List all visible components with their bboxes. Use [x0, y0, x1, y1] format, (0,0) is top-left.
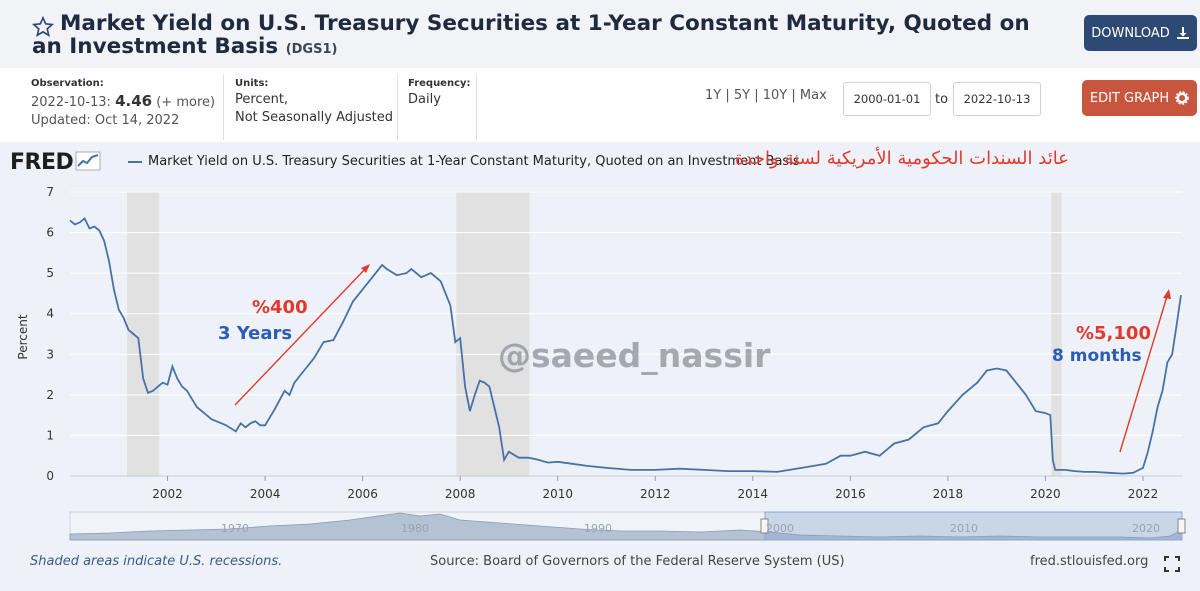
observation-block: Observation: 2022-10-13: 4.46 (+ more) U… [31, 78, 221, 142]
recession-band [127, 192, 160, 476]
edit-graph-label: EDIT GRAPH [1089, 90, 1170, 106]
x-tick-label: 2006 [347, 487, 378, 501]
navigator-tick-label: 2000 [766, 522, 794, 535]
x-tick-label: 2012 [640, 487, 671, 501]
annotation-arrowhead-right [1163, 289, 1171, 299]
navigator[interactable]: 1970 1980 1990 2000 2010 2020 [69, 511, 1186, 541]
navigator-sparkline [69, 512, 1183, 541]
frequency-label: Frequency: [408, 78, 471, 89]
navigator-tick-label: 2020 [1132, 522, 1160, 535]
x-tick-label: 2002 [152, 487, 183, 501]
arabic-title: عائد السندات الحكومية الأمريكية لسنة واح… [735, 148, 1069, 169]
site-link[interactable]: fred.stlouisfed.org [1030, 554, 1149, 569]
x-tick-label: 2004 [250, 487, 281, 501]
chart-legend: Market Yield on U.S. Treasury Securities… [128, 154, 800, 169]
divider [397, 74, 398, 140]
legend-swatch [128, 160, 142, 163]
series-id: (DGS1) [285, 42, 338, 57]
observation-more-link[interactable]: (+ more) [156, 95, 216, 110]
frequency-value: Daily [408, 92, 441, 107]
y-tick-label: 7 [46, 185, 54, 199]
navigator-tick-label: 1990 [584, 522, 612, 535]
navigator-handle-right[interactable] [1177, 518, 1186, 534]
y-axis: 0 1 2 3 4 5 6 7 [46, 185, 54, 483]
x-tick-label: 2016 [835, 487, 866, 501]
series-meta: Observation: 2022-10-13: 4.46 (+ more) U… [0, 68, 1200, 142]
source-note: Source: Board of Governors of the Federa… [430, 554, 845, 569]
x-axis: 2002 2004 2006 2008 2010 2012 2014 2016 2018 2020… [70, 475, 1182, 501]
download-label: DOWNLOAD [1091, 25, 1170, 41]
frequency-block: Frequency: Daily [408, 78, 478, 142]
y-tick-label: 2 [46, 388, 54, 402]
start-date-input[interactable]: 2000-01-01 [843, 82, 931, 116]
observation-date: 2022-10-13: [31, 95, 111, 110]
recession-band [456, 192, 530, 476]
download-icon [1176, 27, 1189, 39]
range-5y-button[interactable]: 5Y [733, 88, 751, 103]
y-tick-label: 6 [46, 226, 54, 240]
gear-icon [1175, 91, 1189, 105]
y-tick-label: 4 [46, 307, 54, 321]
annotation-left-pct: %400 [252, 297, 308, 318]
y-tick-label: 3 [46, 347, 54, 361]
end-date-input[interactable]: 2022-10-13 [953, 82, 1041, 116]
recession-band [1051, 192, 1062, 476]
divider [476, 74, 477, 140]
x-tick-label: 2018 [933, 487, 964, 501]
units-label: Units: [235, 78, 269, 89]
range-max-button[interactable]: Max [799, 88, 827, 103]
navigator-tick-label: 1970 [221, 522, 249, 535]
chart-area: FRED Market Yield on U.S. Treasury Secur… [0, 142, 1200, 591]
series-title: Market Yield on U.S. Treasury Securities… [32, 11, 1030, 59]
navigator-axis: 1970 1980 1990 2000 2010 2020 [221, 522, 1160, 535]
y-tick-label: 1 [46, 428, 54, 442]
annotation-right-pct: %5,100 [1076, 323, 1151, 344]
units-block: Units: Percent, Not Seasonally Adjusted [235, 78, 395, 142]
chart-svg: 0 1 2 3 4 5 6 7 2002 2004 2006 2008 2010 2012 2014 201… [16, 185, 1186, 541]
fullscreen-icon[interactable] [1164, 556, 1180, 572]
navigator-tick-label: 2010 [950, 522, 978, 535]
range-selector: 1Y | 5Y | 10Y | Max [705, 88, 827, 103]
page-header: Market Yield on U.S. Treasury Securities… [0, 0, 1200, 68]
x-tick-label: 2014 [738, 487, 769, 501]
y-tick-label: 0 [46, 469, 54, 483]
annotation-arrow-left [234, 265, 369, 406]
range-10y-button[interactable]: 10Y [762, 88, 788, 103]
download-button[interactable]: DOWNLOAD [1084, 15, 1197, 51]
updated-date: Updated: Oct 14, 2022 [31, 113, 180, 128]
divider [223, 74, 224, 140]
annotation-right-period: 8 months [1052, 346, 1142, 366]
star-icon[interactable] [32, 16, 54, 38]
navigator-handle-left[interactable] [760, 518, 769, 534]
x-tick-label: 2022 [1128, 487, 1159, 501]
trend-icon [75, 151, 101, 171]
x-tick-label: 2010 [542, 487, 573, 501]
units-line2: Not Seasonally Adjusted [235, 110, 393, 125]
range-1y-button[interactable]: 1Y [705, 88, 722, 103]
annotation-left-period: 3 Years [218, 323, 292, 344]
legend-label: Market Yield on U.S. Treasury Securities… [148, 154, 800, 169]
observation-value: 4.46 [115, 92, 153, 110]
grid-layer [70, 191, 1182, 477]
observation-label: Observation: [31, 78, 104, 89]
series-line [69, 216, 1182, 475]
to-label: to [935, 92, 949, 107]
watermark: @saeed_nassir [498, 336, 771, 375]
y-axis-label: Percent [16, 314, 30, 359]
x-tick-label: 2020 [1030, 487, 1061, 501]
navigator-tick-label: 1980 [401, 522, 429, 535]
x-tick-label: 2008 [445, 487, 476, 501]
page-title: Market Yield on U.S. Treasury Securities… [32, 12, 1052, 61]
units-line1: Percent, [235, 92, 289, 107]
edit-graph-button[interactable]: EDIT GRAPH [1082, 80, 1197, 116]
recession-note: Shaded areas indicate U.S. recessions. [30, 554, 283, 569]
fred-logo-text: FRED [10, 150, 74, 175]
fred-logo: FRED [10, 150, 101, 175]
y-tick-label: 5 [46, 266, 54, 280]
annotation-arrow-right [1119, 292, 1169, 453]
annotation-arrowhead-left [361, 264, 370, 273]
